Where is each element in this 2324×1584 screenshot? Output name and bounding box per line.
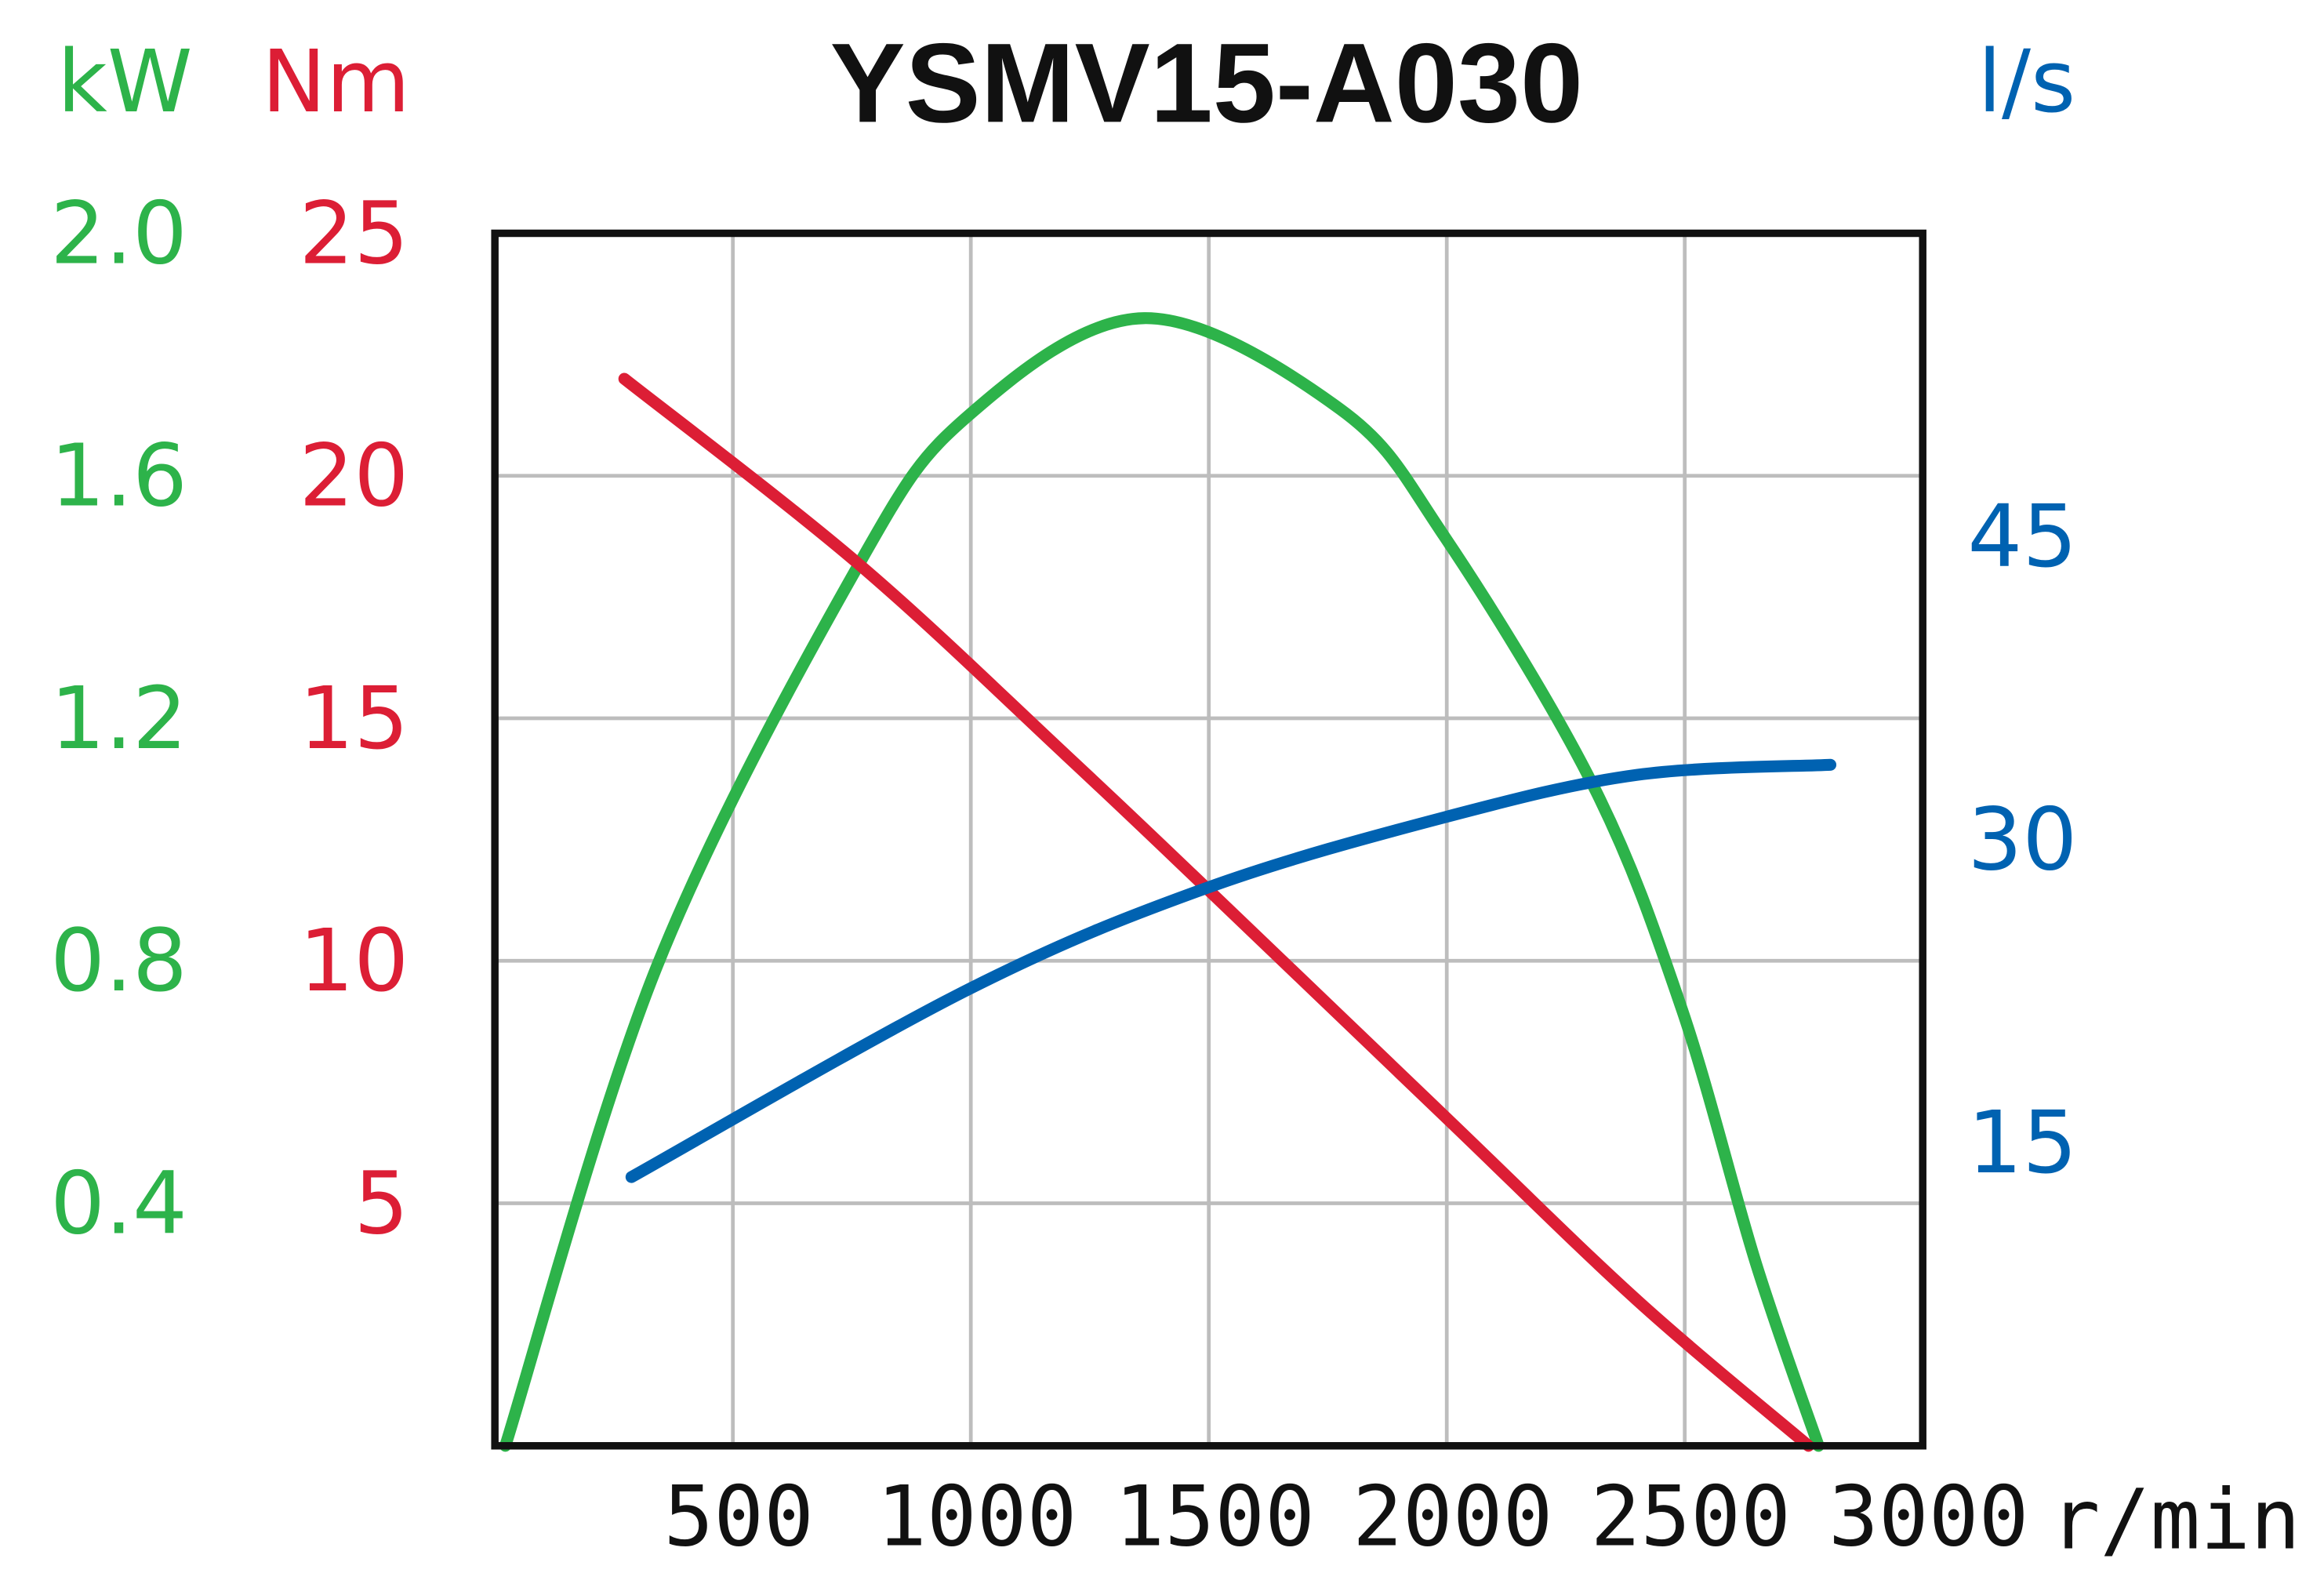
nm-tick-label: 20 (299, 426, 409, 526)
nm-tick-label: 10 (299, 910, 409, 1011)
airflow-series-line (625, 758, 1837, 1183)
nm-tick-label: 25 (299, 183, 409, 283)
chart-title: YSMV15-A030 (830, 20, 1583, 146)
nm-axis-label: Nm (262, 31, 410, 132)
kw-axis-label: kW (57, 31, 192, 132)
ls-tick-label: 45 (1967, 486, 2077, 587)
ls-tick-label: 30 (1967, 790, 2077, 890)
x-tick-label: 1500 (1114, 1470, 1315, 1566)
x-tick-label: 3000 (1828, 1470, 2029, 1566)
kw-tick-label: 2.0 (50, 183, 187, 283)
ls-tick-label: 15 (1967, 1092, 2077, 1193)
ls-axis-label: l/s (1977, 31, 2075, 132)
nm-tick-label: 5 (354, 1153, 409, 1253)
plot-frame (491, 229, 1926, 1450)
x-tick-label: 500 (663, 1470, 814, 1566)
x-tick-label: 2000 (1353, 1470, 1553, 1566)
nm-tick-label: 15 (299, 668, 409, 768)
kw-tick-label: 1.6 (50, 426, 187, 526)
x-tick-label: 2500 (1591, 1470, 1792, 1566)
kw-tick-label: 0.8 (50, 910, 187, 1011)
x-tick-label: 1000 (877, 1470, 1077, 1566)
kw-tick-label: 1.2 (50, 668, 187, 768)
kw-tick-label: 0.4 (50, 1153, 187, 1253)
x-axis-label: r/min (2050, 1473, 2300, 1569)
power-series-line (499, 312, 1825, 1452)
torque-series-line (618, 372, 1815, 1452)
